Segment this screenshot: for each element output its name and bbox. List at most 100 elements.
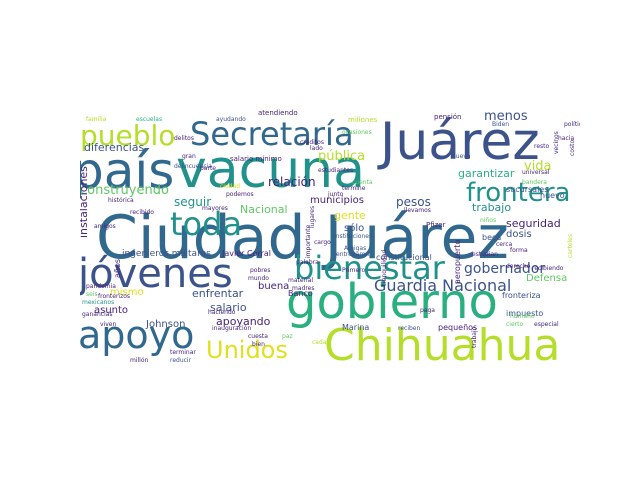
word-salario-minimo: salario mínimo [230,155,282,163]
word-gente: gente [334,209,366,222]
word-jovenes: jóvenes [80,251,233,297]
word-millones: millones [348,116,378,124]
word-mexicanos: mexicanos [82,299,115,306]
word-terminar: terminar [170,349,196,356]
word-tranquilidad: tranquilidad [381,249,388,286]
word-ciudad: ciudad [220,183,241,190]
word-menos: menos [484,109,528,124]
word-humano: humano [510,313,535,320]
word-estudiantes: estudiantes [318,167,354,174]
word-lugares: lugares [309,205,316,228]
word-pais: país [80,142,175,200]
word-bienestar: bienestar [294,249,445,287]
word-trabajar: trabajo [471,326,478,348]
word-beca: beca [482,233,502,242]
word-pfizer: Pfizer [426,221,446,229]
word-johnson: Johnson [146,319,186,330]
word-ninos: niños [480,217,497,224]
word-apoyando: apoyando [216,315,271,328]
word-salario: salario [210,301,247,314]
word-reducir: reducir [170,357,192,364]
word-apoyo: apoyo [80,313,195,357]
word-trabajo: trabajo [472,201,512,214]
word-junto: junto [328,191,344,198]
word-buena: buena [258,281,290,292]
word-reciben: reciben [398,325,421,332]
word-creditos: créditos [300,139,324,146]
word-haciendo: haciendo [208,309,236,316]
word-familia: familia [86,116,107,123]
word-ingenieros-militares: ingenieros militares [122,249,211,259]
word-seguridad: seguridad [506,217,561,230]
word-defensa: Defensa [526,273,568,284]
word-ganancias: ganancias [82,311,113,318]
word-guardia-nacional: Guardia Nacional [374,276,512,295]
word-cloud: Ciudad Juárez Juárez país vacuna gobiern… [80,108,580,373]
word-constitucional: constitucional [376,253,432,262]
word-ayudando: ayudando [216,116,246,123]
word-recibido: recibido [130,209,154,216]
word-palabra: palabra [296,259,319,266]
word-ocasiones: ocasiones [342,129,372,136]
word-publica: pública [318,149,366,164]
word-construyendo: construyendo [80,183,169,198]
word-madres: madres [292,285,315,292]
word-diferencias: diferencias [84,141,145,154]
word-instalaciones: instalaciones [80,166,90,238]
word-parte: parte [200,165,216,172]
word-lado: lado [310,145,323,152]
word-marina: Marina [342,323,370,332]
word-podemos: podemos [226,191,254,198]
word-biden: Biden [492,121,510,128]
word-bandera: bandera [522,179,547,186]
word-cargo: cargo [314,239,331,246]
word-paz: paz [282,333,293,340]
word-sucursales: sucursales [506,185,549,194]
word-secretaria: Secretaría [190,115,354,153]
word-estudian: estudian [472,251,498,258]
word-bien: bien [252,341,265,348]
word-frontera: frontera [466,178,571,208]
word-relacion: relación [268,175,316,189]
word-politica: política [564,121,580,128]
word-pension: pensión [434,113,462,121]
word-amigas: Amigas [344,245,367,252]
word-pobres: pobres [250,267,271,274]
word-carteles: carteles [567,234,574,258]
word-instituciones: instituciones [334,233,373,240]
word-vacuna: vacuna [176,140,366,200]
word-material: material [288,277,314,284]
word-atendiendo: atendiendo [258,109,298,117]
word-nueva: nueva [452,153,471,160]
word-historica: histórica [108,197,134,204]
word-solo: sólo [344,223,365,234]
word-delitos: delitos [174,135,194,142]
word-fronteriza: fronteriza [502,291,541,300]
word-derecho: derecho [506,263,531,270]
word-forma: forma [510,247,528,254]
word-entregaron: entregaron [336,251,370,258]
word-vecinos: vecinos [553,131,560,154]
word-delincuencia: delincuencia [174,163,212,170]
word-costo: costo [569,139,576,156]
word-anos: años [113,258,122,278]
word-mayores: mayores [202,205,228,212]
word-ciudad-juarez: Ciudad Juárez [96,203,509,273]
word-importante: importante [305,224,312,258]
word-fronterizos: fronterizos [98,293,131,300]
word-llevamos: llevamos [404,207,431,214]
word-banco: Banco [288,289,313,298]
word-recibiendo: recibiendo [532,265,564,272]
word-inauguracion: inauguración [212,325,252,332]
word-impuesto: impuesto [506,309,544,318]
word-nacional: Nacional [240,203,288,216]
word-chihuahua: Chihuahua [324,320,561,371]
word-escuelas: escuelas [136,116,163,123]
word-unidos: Unidos [206,336,288,364]
word-cuenta: cuenta [352,179,373,186]
word-amigos: amigos [94,223,116,230]
word-enfrentar: enfrentar [192,287,244,300]
word-pueblo: pueblo [80,119,176,152]
word-cierto: cierto [506,321,524,328]
word-resto: resto [534,143,550,150]
